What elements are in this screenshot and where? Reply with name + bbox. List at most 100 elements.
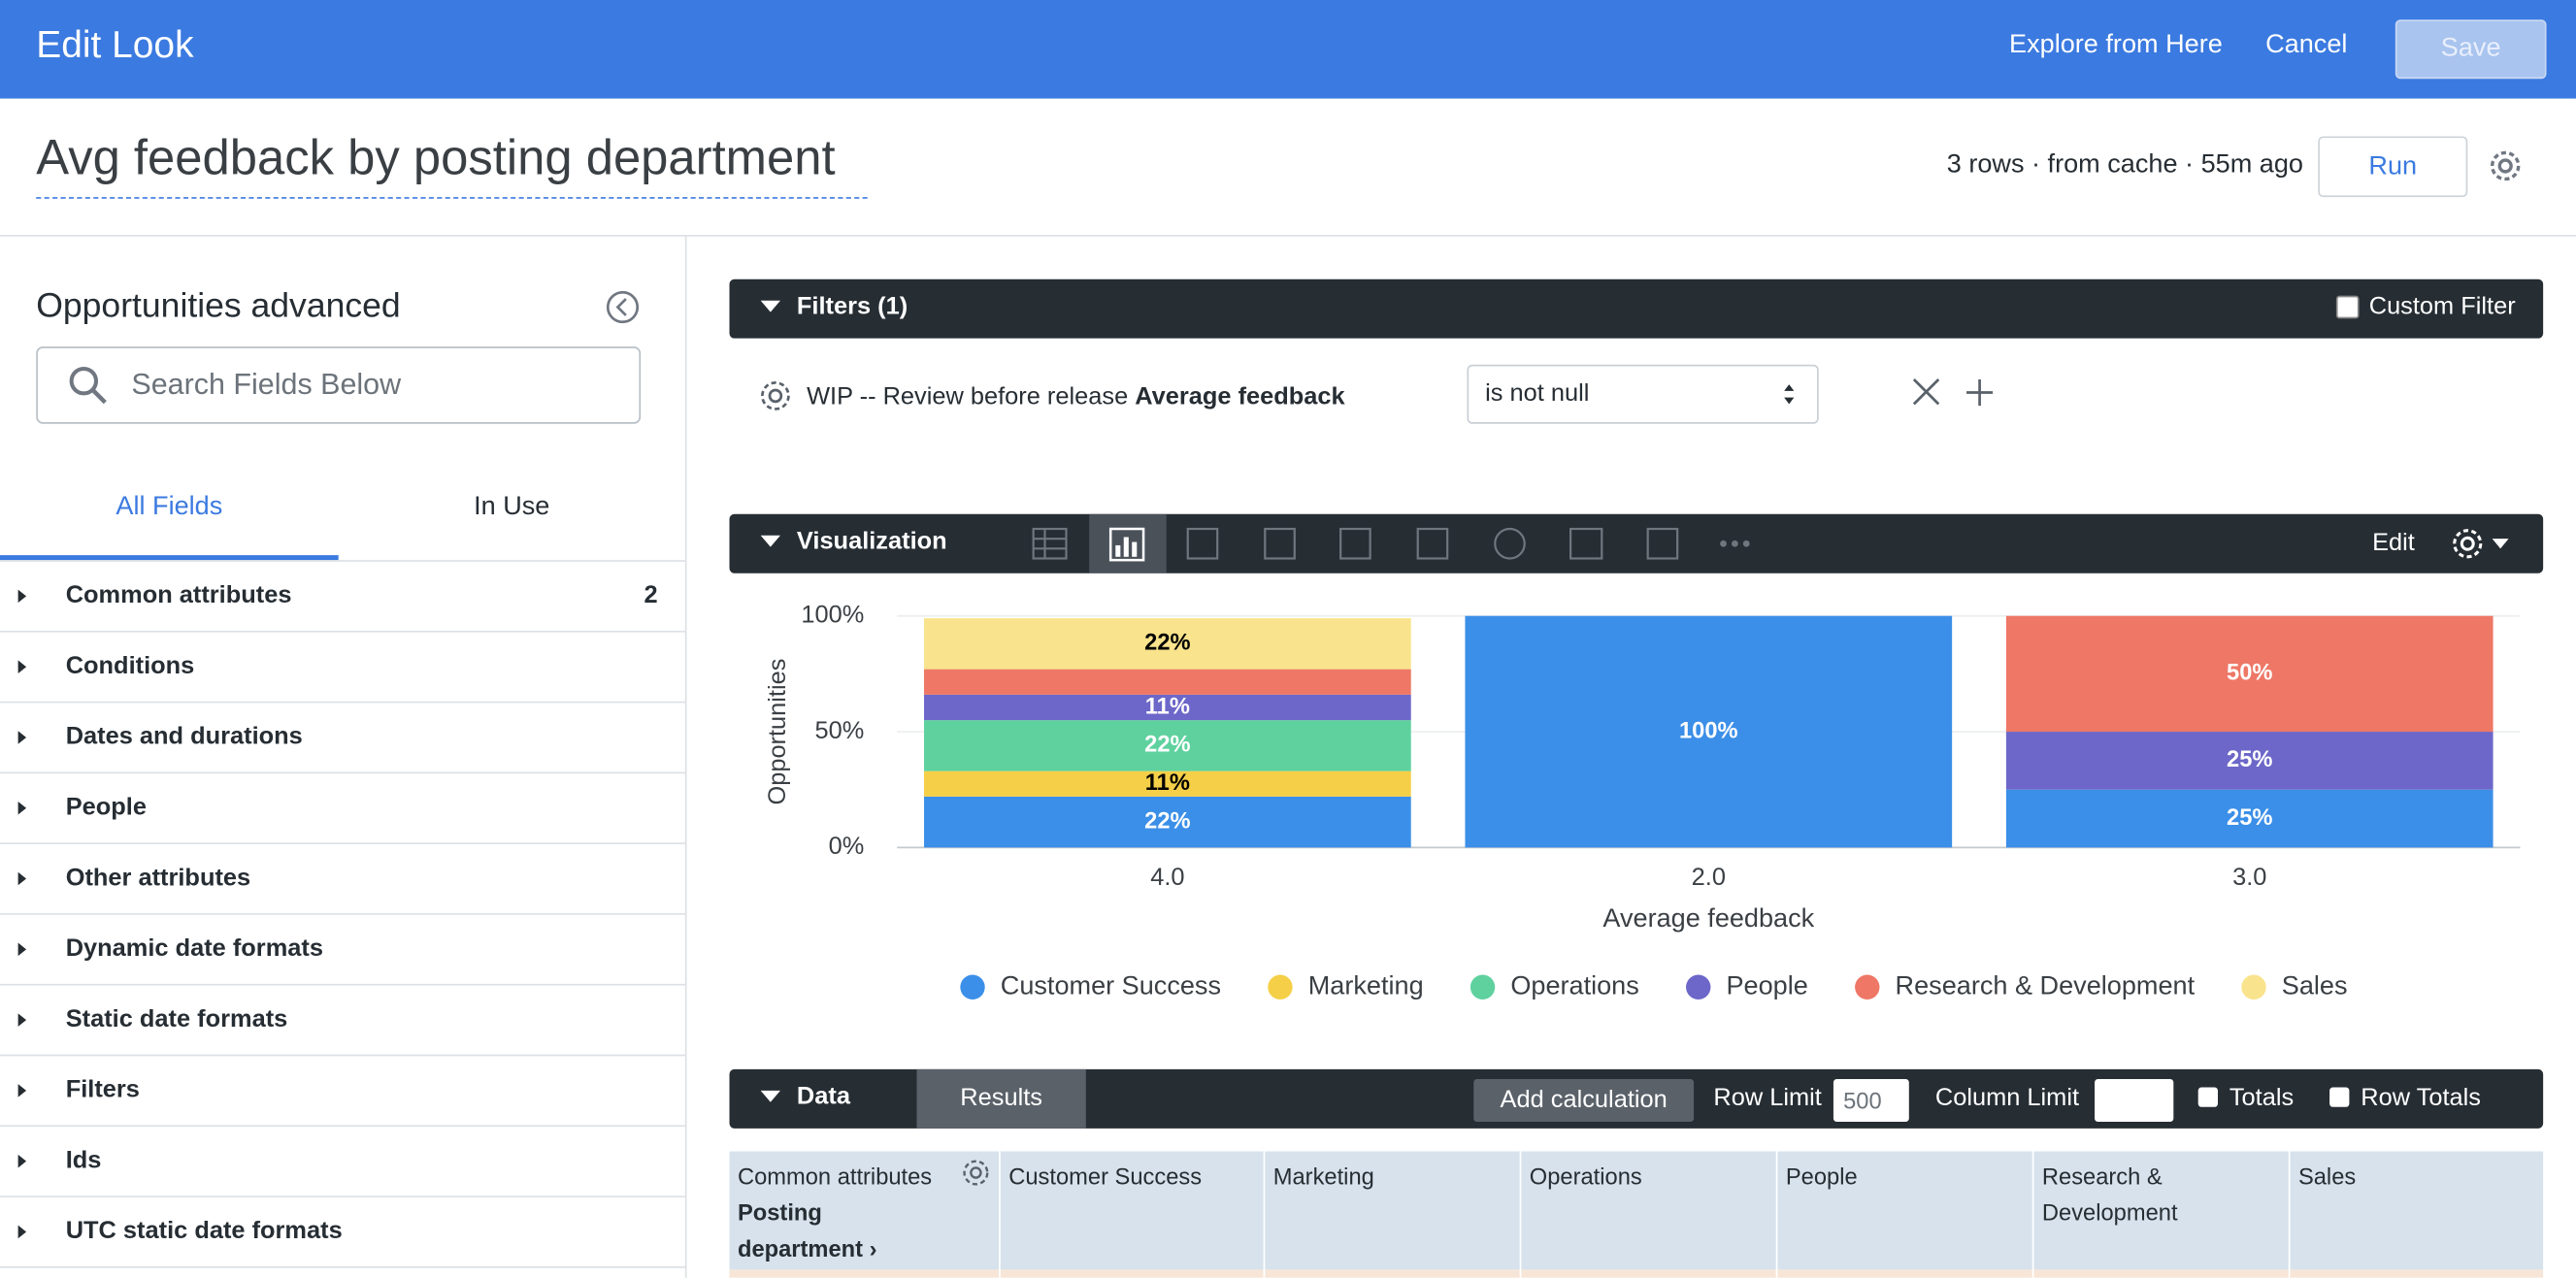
caret xyxy=(17,660,27,673)
field-group-name[interactable]: Other attributes xyxy=(65,864,251,893)
results-tab[interactable]: Results xyxy=(916,1068,1086,1129)
field-group[interactable] xyxy=(0,562,685,633)
add-calculation[interactable]: Add calculation xyxy=(1473,1079,1695,1123)
caret xyxy=(17,731,27,744)
column-header[interactable]: Research & Development xyxy=(2041,1163,2178,1226)
filters-bar[interactable] xyxy=(729,279,2544,339)
totals-label[interactable]: Totals xyxy=(2229,1084,2295,1112)
legend-label: Research & Development xyxy=(1896,969,2196,999)
field-group-name[interactable]: Static date formats xyxy=(65,1004,288,1033)
save-button[interactable]: Save xyxy=(2394,19,2547,80)
field-group-name[interactable]: Filters xyxy=(65,1075,140,1104)
tab-all-fields[interactable]: All Fields xyxy=(116,492,223,521)
custom-filter[interactable]: Custom Filter xyxy=(2368,292,2516,321)
search-box[interactable] xyxy=(36,346,642,424)
filters-title[interactable]: Filters (1) xyxy=(796,292,908,321)
field-group-name[interactable]: Common attributes xyxy=(65,581,292,609)
look-title[interactable]: Avg feedback by posting department xyxy=(36,131,868,199)
column-header[interactable]: Customer Success xyxy=(1008,1163,1203,1190)
field-group[interactable] xyxy=(0,1056,685,1128)
caret xyxy=(760,300,780,312)
dimension-header[interactable]: Common attributes Posting department › xyxy=(738,1158,932,1266)
filter-field: WIP -- Review before release Average fee… xyxy=(807,382,1345,410)
field-group-name[interactable]: Dynamic date formats xyxy=(65,934,323,963)
checkbox[interactable] xyxy=(2329,1087,2350,1107)
bar-segment xyxy=(1465,615,1953,848)
field-group-name[interactable]: UTC static date formats xyxy=(65,1217,343,1245)
column-header[interactable]: Operations xyxy=(1529,1163,1642,1190)
column-gear[interactable] xyxy=(959,1157,992,1190)
viz-title[interactable]: Visualization xyxy=(796,527,947,556)
tab-in-use[interactable]: In Use xyxy=(474,492,550,521)
bar-segment xyxy=(2005,732,2493,790)
filter-operator[interactable] xyxy=(1467,364,1819,424)
data-label: 25% xyxy=(2227,805,2272,831)
field-group[interactable] xyxy=(0,1127,685,1197)
x-tick-label: 2.0 xyxy=(1692,864,1726,891)
explore-link[interactable]: Explore from Here xyxy=(2009,31,2223,59)
page-title: Edit Look xyxy=(36,22,194,66)
filter-gear[interactable] xyxy=(757,377,793,413)
y-tick-label: 100% xyxy=(801,601,864,628)
data-label: 100% xyxy=(1679,718,1738,743)
field-group-name[interactable]: Conditions xyxy=(65,651,195,680)
data-label: 50% xyxy=(2227,661,2272,686)
field-group-name[interactable]: People xyxy=(65,793,147,822)
column-header[interactable]: People xyxy=(1785,1163,1858,1190)
field-group[interactable] xyxy=(0,915,685,986)
bar-segment xyxy=(924,694,1411,721)
caret xyxy=(760,1090,780,1102)
column-divider xyxy=(999,1151,1001,1278)
y-tick-label: 0% xyxy=(829,833,865,860)
viz-edit[interactable]: Edit xyxy=(2372,529,2415,557)
row-limit-label: Row Limit xyxy=(1713,1084,1822,1112)
checkbox[interactable] xyxy=(2197,1087,2219,1107)
caret xyxy=(17,1154,27,1168)
cancel-button[interactable]: Cancel xyxy=(2265,31,2348,59)
legend-label: Customer Success xyxy=(1001,969,1221,999)
column-header[interactable]: Sales xyxy=(2297,1163,2357,1190)
field-group[interactable] xyxy=(0,773,685,844)
viz-type-icons[interactable] xyxy=(1010,513,1767,573)
bar-segment xyxy=(924,618,1411,670)
field-group[interactable] xyxy=(0,1197,685,1268)
field-group-name[interactable]: Ids xyxy=(65,1146,102,1175)
run-button[interactable]: Run xyxy=(2318,136,2468,198)
bar-segment xyxy=(924,770,1411,797)
chart: 0% 50% 100% Opportunities Average feedback 4.… xyxy=(764,601,2521,999)
field-group[interactable] xyxy=(0,633,685,704)
data-title[interactable]: Data xyxy=(796,1082,850,1111)
settings-icon[interactable] xyxy=(2486,147,2526,186)
legend-swatch xyxy=(960,974,985,999)
legend-label: Operations xyxy=(1510,969,1638,999)
field-group[interactable] xyxy=(0,703,685,774)
filter-operator-text: is not null xyxy=(1485,378,1590,408)
row-totals-label[interactable]: Row Totals xyxy=(2361,1084,2481,1112)
field-group-name[interactable]: Dates and durations xyxy=(65,722,303,751)
viz-gear[interactable] xyxy=(2448,524,2514,564)
column-limit-input[interactable] xyxy=(2095,1079,2174,1123)
legend-swatch xyxy=(1470,974,1496,999)
x-tick-label: 3.0 xyxy=(2232,864,2266,891)
column-header[interactable]: Marketing xyxy=(1272,1163,1374,1190)
field-group[interactable] xyxy=(0,844,685,915)
caret xyxy=(760,535,780,547)
legend-swatch xyxy=(1855,974,1880,999)
field-group[interactable] xyxy=(0,986,685,1057)
data-label: 22% xyxy=(1144,631,1190,656)
collapse-icon[interactable] xyxy=(605,289,641,325)
tab-indicator xyxy=(0,555,339,561)
row-limit-input[interactable]: 500 xyxy=(1833,1079,1909,1123)
data-label: 11% xyxy=(1145,694,1190,719)
data-label: 11% xyxy=(1145,770,1190,796)
checkbox[interactable] xyxy=(2335,295,2360,319)
x-tick-label: 4.0 xyxy=(1150,864,1184,891)
bar-segment xyxy=(2005,789,2493,848)
divider xyxy=(684,235,687,1278)
filter-actions[interactable] xyxy=(1910,377,2009,410)
viz-bar[interactable] xyxy=(729,513,2544,573)
dimension-group: Common attributes xyxy=(737,1163,933,1190)
column-divider xyxy=(1519,1151,1522,1278)
legend-swatch xyxy=(1268,974,1293,999)
